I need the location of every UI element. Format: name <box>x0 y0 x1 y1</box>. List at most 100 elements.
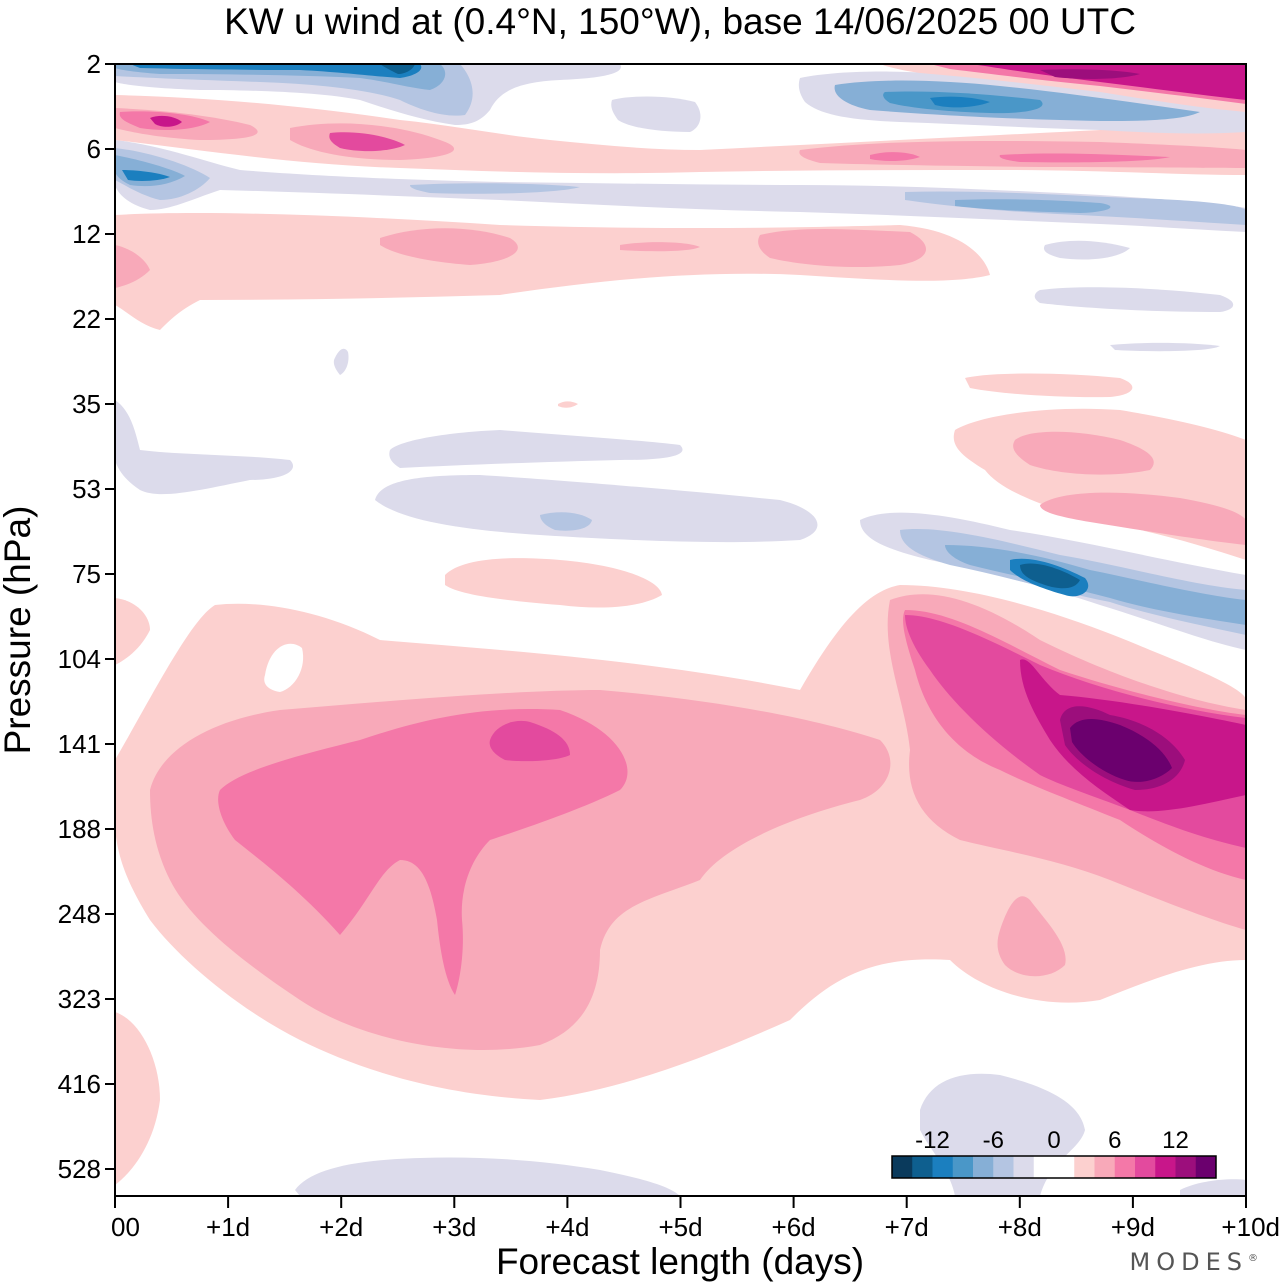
colorbar: -12 -6 0 6 12 <box>891 1127 1217 1179</box>
colorbar-swatch <box>973 1156 994 1178</box>
x-tick-label: +8d <box>998 1212 1042 1242</box>
contour-westerly-mid-5 <box>965 373 1133 398</box>
colorbar-swatch <box>1155 1156 1176 1178</box>
x-tick-label: +6d <box>772 1212 816 1242</box>
colorbar-swatch <box>892 1156 913 1178</box>
contour-easterly-12 <box>1020 563 1080 589</box>
colorbar-frame <box>891 1155 1217 1179</box>
contour-westerly-upper-5 <box>620 242 700 252</box>
contour-easterly-mid-2 <box>540 512 592 531</box>
contour-westerly-upper-4 <box>115 245 150 288</box>
contour-westerly-14 <box>1070 719 1172 782</box>
contour-easterly-mid-1 <box>375 475 818 543</box>
colorbar-swatch <box>1135 1156 1156 1178</box>
colorbar-swatch <box>1054 1156 1075 1178</box>
contour-westerly-6 <box>218 709 628 995</box>
x-tick-label: +7d <box>885 1212 929 1242</box>
contour-hole <box>264 643 304 692</box>
colorbar-swatch <box>1114 1156 1136 1178</box>
contour-easterly-mid-3 <box>389 430 683 468</box>
contour-westerly-top-4 <box>150 115 182 127</box>
x-tick-label: +10d <box>1221 1212 1280 1242</box>
brand-logo: MODES® <box>1130 1248 1258 1276</box>
chart-title: KW u wind at (0.4°N, 150°W), base 14/06/… <box>224 1 1136 42</box>
contour-fills <box>115 64 1246 1196</box>
contour-westerly-upper-2 <box>380 228 518 265</box>
contour-easterly-top-10 <box>930 96 990 108</box>
contour-westerly-top-6 <box>329 132 405 152</box>
colorbar-tick-label: -12 <box>915 1127 950 1154</box>
colorbar-swatch <box>952 1156 974 1178</box>
x-tick-label: +1d <box>206 1212 250 1242</box>
y-axis-label: Pressure (hPa) <box>0 506 38 755</box>
contour-westerly-top-12 <box>970 64 1246 100</box>
y-tick-label: 416 <box>58 1069 101 1099</box>
contour-easterly-low-1 <box>295 1157 680 1196</box>
contour-easterly-upper-5 <box>410 183 580 194</box>
x-tick-label: +2d <box>319 1212 363 1242</box>
contour-easterly-small-2 <box>1110 342 1220 352</box>
brand-text: MODES <box>1129 1248 1248 1276</box>
x-tick-label: +9d <box>1111 1212 1155 1242</box>
contour-easterly-upper-4 <box>122 170 170 181</box>
y-tick-label: 323 <box>58 984 101 1014</box>
contour-easterly-low-3 <box>1180 1179 1246 1196</box>
contour-westerly-mid-3 <box>1013 431 1154 475</box>
y-tick-label: 248 <box>58 899 101 929</box>
colorbar-tick-label: 12 <box>1162 1127 1189 1154</box>
y-axis: 2 6 12 22 35 53 75 104 141 188 248 323 416 528 <box>58 49 115 1184</box>
y-tick-label: 35 <box>72 389 101 419</box>
colorbar-swatch <box>1195 1156 1217 1178</box>
x-tick-label: +4d <box>545 1212 589 1242</box>
colorbar-swatch <box>1033 1156 1055 1178</box>
y-tick-label: 188 <box>58 814 101 844</box>
y-tick-label: 75 <box>72 559 101 589</box>
colorbar-tick-label: 0 <box>1047 1127 1060 1154</box>
plot-area <box>114 63 1247 1197</box>
contour-westerly-mid-1 <box>445 558 662 608</box>
contour-westerly-mid-4 <box>1040 492 1246 545</box>
contour-easterly-small-4 <box>333 348 349 375</box>
contour-easterly-top-6 <box>611 96 701 132</box>
contour-easterly-upper-1 <box>115 140 1246 232</box>
colorbar-swatch <box>993 1156 1014 1178</box>
y-tick-label: 104 <box>58 644 101 674</box>
contour-westerly-top-8 <box>870 152 920 162</box>
y-tick-label: 12 <box>72 219 101 249</box>
contour-easterly-upper-7 <box>955 199 1111 213</box>
x-tick-label: +3d <box>432 1212 476 1242</box>
x-tick-label: 00 <box>111 1212 140 1242</box>
colorbar-tick-label: 6 <box>1108 1127 1121 1154</box>
contour-westerly-upper-3 <box>758 228 927 268</box>
y-tick-label: 528 <box>58 1154 101 1184</box>
contour-westerly-8 <box>489 720 570 762</box>
contour-westerly-2c <box>115 598 150 665</box>
colorbar-swatch <box>1074 1156 1095 1178</box>
y-tick-label: 6 <box>87 134 101 164</box>
colorbar-swatch <box>1175 1156 1197 1178</box>
contour-westerly-mid-6 <box>558 401 578 408</box>
x-tick-label: +5d <box>658 1212 702 1242</box>
contour-easterly-top-5 <box>380 64 415 74</box>
contour-easterly-small-3 <box>1043 240 1130 260</box>
contour-easterly-small-1 <box>1034 287 1234 312</box>
y-tick-label: 53 <box>72 474 101 504</box>
x-axis-label: Forecast length (days) <box>496 1241 864 1282</box>
colorbar-swatch <box>912 1156 933 1178</box>
colorbar-swatch <box>1013 1156 1035 1178</box>
x-axis: 00 +1d +2d +3d +4d +5d +6d +7d +8d +9d +10d <box>111 1196 1280 1242</box>
contour-easterly-mid-4 <box>115 400 294 495</box>
brand-registered-mark: ® <box>1248 1253 1258 1264</box>
y-tick-label: 22 <box>72 304 101 334</box>
contour-westerly-top-9 <box>999 153 1170 163</box>
contour-westerly-top-13 <box>1040 69 1140 79</box>
contour-easterly-top-4 <box>130 64 422 78</box>
y-tick-label: 141 <box>58 729 101 759</box>
contour-westerly-4c <box>997 896 1066 977</box>
contour-westerly-2b <box>115 1012 160 1185</box>
colorbar-swatch <box>932 1156 954 1178</box>
colorbar-swatch <box>1094 1156 1116 1178</box>
colorbar-tick-label: -6 <box>983 1127 1004 1154</box>
y-tick-label: 2 <box>87 49 101 79</box>
